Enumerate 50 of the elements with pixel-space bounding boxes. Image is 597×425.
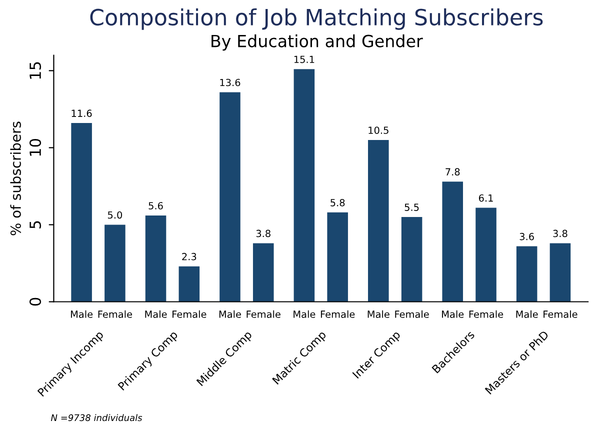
data-label: 5.6 xyxy=(148,202,163,210)
data-label: 5.8 xyxy=(330,198,345,206)
text: Female xyxy=(544,310,578,318)
data-label: 3.8 xyxy=(553,230,568,238)
bar xyxy=(104,224,126,302)
data-label: 6.1 xyxy=(478,194,493,202)
chart-title: Composition of Job Matching Subscribers xyxy=(90,8,543,30)
data-label: 15.1 xyxy=(294,56,314,64)
text: Female xyxy=(172,310,206,318)
bar xyxy=(368,140,389,302)
bar xyxy=(252,243,274,302)
bar xyxy=(442,182,463,302)
bar xyxy=(550,243,571,302)
data-label: 5.5 xyxy=(404,204,419,211)
text: Female xyxy=(320,310,355,318)
data-label: 11.6 xyxy=(72,110,92,117)
text: Male xyxy=(145,310,167,318)
bar xyxy=(71,123,92,302)
text: Male xyxy=(516,310,538,318)
y-tick-label: 10 xyxy=(29,138,42,156)
text: Female xyxy=(469,310,504,318)
bar xyxy=(294,69,315,302)
text: N =9738 individuals xyxy=(50,414,142,422)
bar xyxy=(476,208,496,302)
data-label: 10.5 xyxy=(368,126,388,134)
y-tick-label: 5 xyxy=(30,221,42,228)
y-tick-label: 15 xyxy=(30,62,42,79)
text: Male xyxy=(219,310,241,318)
bar xyxy=(178,266,200,302)
data-label: 5.0 xyxy=(108,211,122,219)
data-label: 13.6 xyxy=(220,78,240,86)
bar xyxy=(401,217,422,302)
series-label: Male xyxy=(71,310,93,318)
bar xyxy=(145,215,166,302)
y-tick-label: 0 xyxy=(29,298,42,306)
text: Female xyxy=(246,310,280,318)
data-label: 3.6 xyxy=(520,232,534,240)
series-label: Female xyxy=(395,310,429,318)
text: Male xyxy=(294,310,316,318)
data-label: 7.8 xyxy=(446,168,460,176)
data-label: 3.8 xyxy=(256,230,270,238)
text: Male xyxy=(442,310,464,318)
chart-subtitle: By Education and Gender xyxy=(212,34,423,51)
y-axis-title: % of subscribers xyxy=(10,122,21,236)
text: Male xyxy=(368,310,390,318)
bar xyxy=(516,246,538,302)
bar xyxy=(220,92,240,302)
text: Female xyxy=(98,310,132,318)
data-label: 2.3 xyxy=(182,252,196,260)
bar xyxy=(327,212,348,302)
